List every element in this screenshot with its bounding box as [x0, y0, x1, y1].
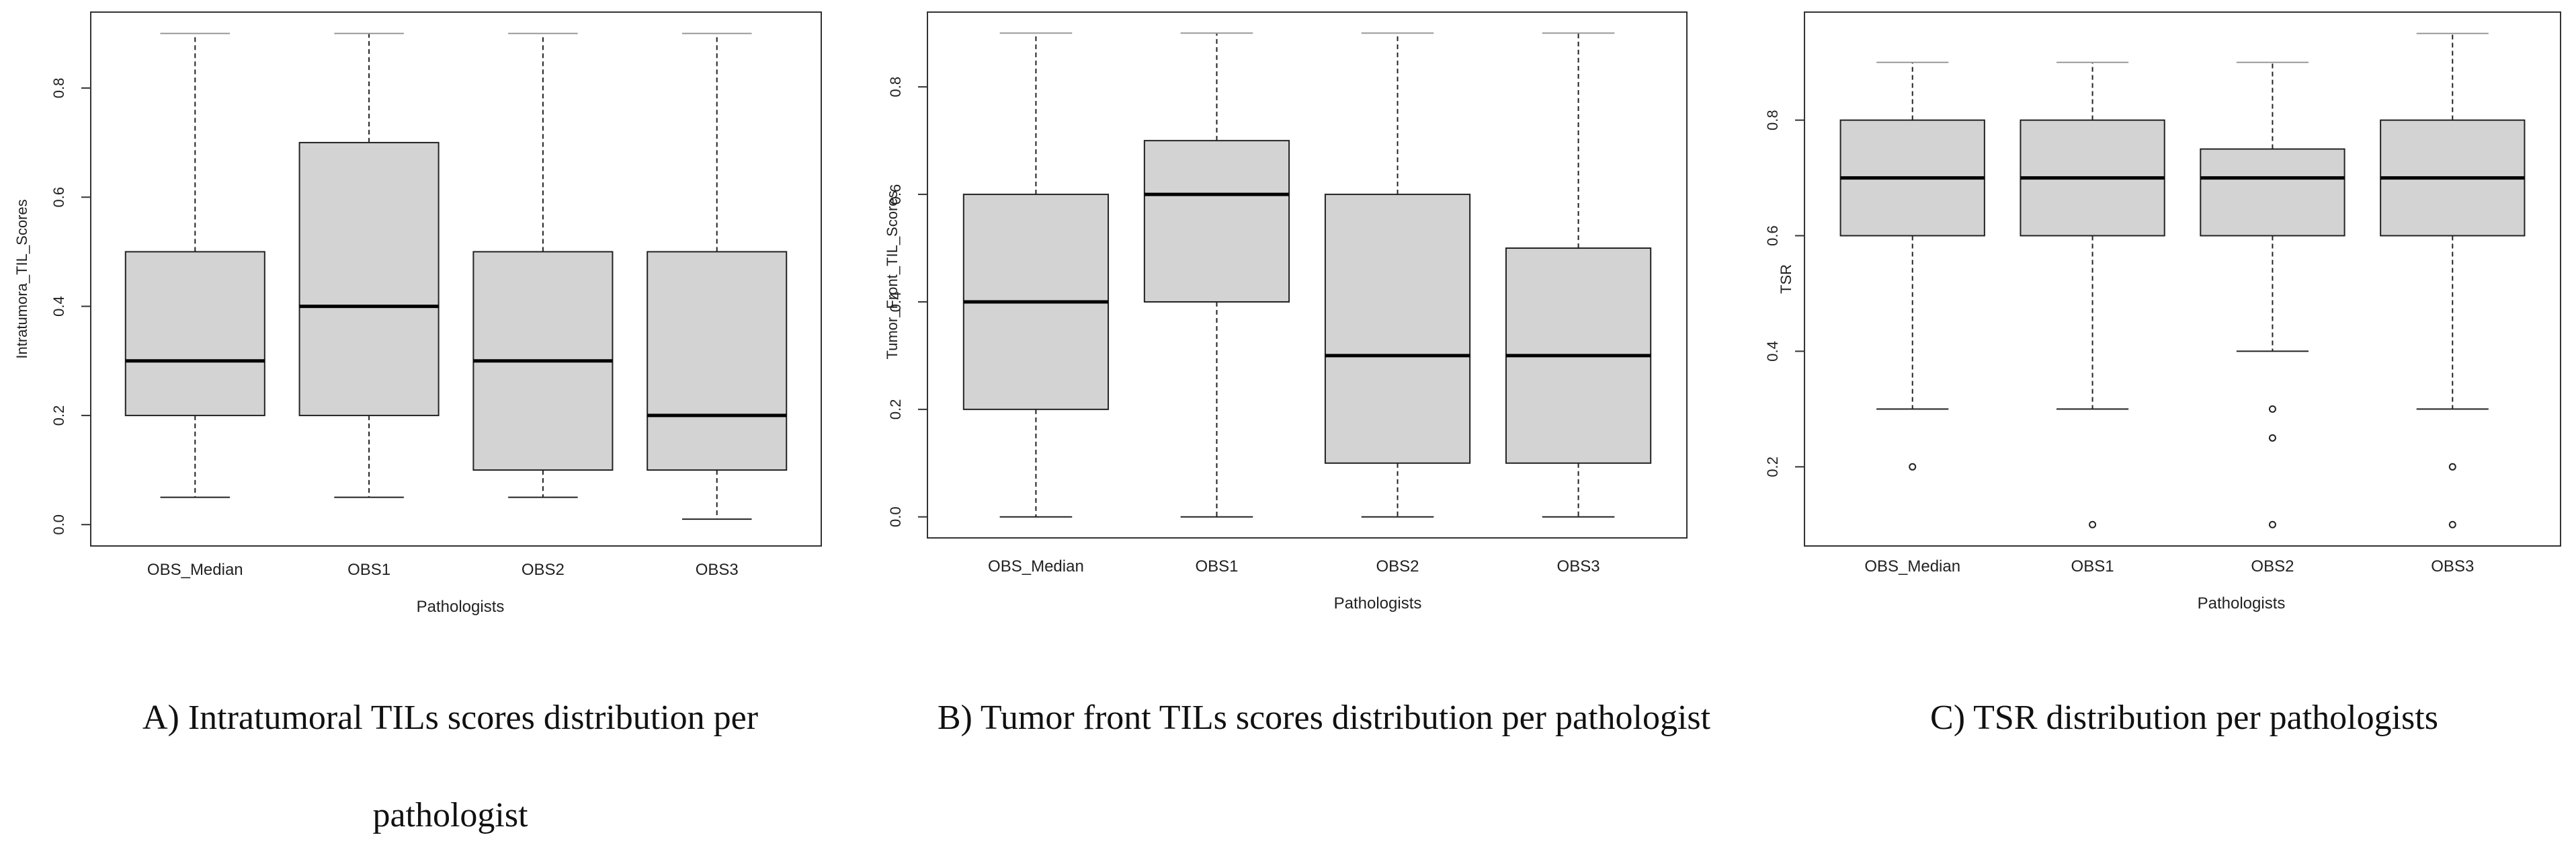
outlier-point	[2268, 434, 2276, 442]
y-tick-label: 0.6	[50, 187, 67, 208]
box-obs1: OBS1	[1143, 32, 1290, 576]
y-axis-label: Tumor_Front_TIL_Scores	[884, 190, 901, 359]
x-axis-label: Pathologists	[2198, 594, 2286, 613]
caption-panel-c-line-1: C) TSR distribution per pathologists	[1930, 699, 2438, 737]
y-tick-label: 0.4	[50, 296, 67, 317]
box-obs-median: OBS_Median	[962, 32, 1110, 576]
y-tick-label: 0.2	[1764, 457, 1781, 477]
y-tick-label: 0.4	[1764, 341, 1781, 362]
box-obs2: OBS2	[472, 32, 614, 579]
y-tick-label: 0.6	[1764, 225, 1781, 246]
box-obs2: OBS2	[1324, 32, 1471, 576]
caption-panel-b: B) Tumor front TILs scores distribution …	[860, 669, 1788, 767]
x-tick-label: OBS_Median	[988, 557, 1084, 576]
y-tick-label: 0.0	[50, 514, 67, 535]
box-obs3: OBS3	[647, 32, 788, 579]
box-obs-median: OBS_Median	[124, 32, 265, 579]
caption-panel-c: C) TSR distribution per pathologists	[1815, 669, 2554, 767]
x-tick-label: OBS3	[1557, 557, 1600, 576]
outlier-point	[2448, 520, 2456, 528]
plot-frame	[927, 11, 1688, 539]
x-tick-label: OBS2	[2251, 557, 2294, 576]
y-tick-label: 0.8	[50, 78, 67, 99]
x-tick-label: OBS_Median	[1864, 557, 1960, 576]
y-tick-label: 0.4	[887, 292, 904, 313]
box-plot-panel-2: 0.2 0.4 0.6 0.8 TSR Pathologists OBS_Median OBS…	[1764, 11, 2561, 613]
box-obs3: OBS3	[2380, 32, 2526, 576]
caption-panel-a: A) Intratumoral TILs scores distribution…	[40, 669, 860, 864]
y-axis-label: TSR	[1778, 264, 1794, 294]
iqr-box	[1143, 140, 1290, 303]
box-obs2: OBS2	[2200, 61, 2345, 576]
y-tick-label: 0.2	[887, 399, 904, 420]
iqr-box	[2200, 148, 2345, 237]
caption-panel-a-line-2: pathologist	[372, 796, 528, 834]
x-tick-label: OBS2	[1376, 557, 1419, 576]
x-tick-label: OBS3	[2431, 557, 2474, 576]
caption-panel-a-line-1: A) Intratumoral TILs scores distribution…	[142, 699, 759, 737]
x-axis-label: Pathologists	[1334, 594, 1422, 613]
iqr-box	[298, 142, 440, 416]
outlier-point	[1909, 463, 1917, 471]
box-plot-panel-0: 0.0 0.2 0.4 0.6 0.8 Intratumora_TIL_Scores Pat…	[13, 11, 822, 616]
outlier-point	[2268, 520, 2276, 528]
x-tick-label: OBS1	[2071, 557, 2114, 576]
plot-frame	[90, 11, 822, 547]
outlier-point	[2089, 520, 2097, 528]
iqr-box	[1324, 194, 1471, 464]
x-tick-label: OBS1	[1195, 557, 1238, 576]
y-tick-label: 0.6	[887, 184, 904, 205]
y-tick-label: 0.8	[887, 77, 904, 97]
x-tick-label: OBS1	[347, 561, 390, 579]
y-tick-label: 0.0	[887, 506, 904, 527]
x-tick-label: OBS2	[522, 561, 565, 579]
outlier-point	[2268, 405, 2276, 413]
outlier-point	[2448, 463, 2456, 471]
x-axis-label: Pathologists	[417, 598, 505, 616]
y-axis-label: Intratumora_TIL_Scores	[13, 199, 30, 358]
plot-frame	[1804, 11, 2561, 547]
box-obs1: OBS1	[298, 32, 440, 579]
box-obs1: OBS1	[2020, 61, 2165, 576]
box-obs-median: OBS_Median	[1839, 61, 1985, 576]
iqr-box	[124, 251, 265, 416]
box-plot-panel-1: 0.0 0.2 0.4 0.6 0.8 Tumor_Front_TIL_Scores Pat…	[884, 11, 1688, 613]
iqr-box	[647, 251, 788, 471]
box-obs3: OBS3	[1505, 32, 1652, 576]
caption-panel-b-line-1: B) Tumor front TILs scores distribution …	[937, 699, 1711, 737]
x-tick-label: OBS3	[696, 561, 739, 579]
y-tick-label: 0.2	[50, 405, 67, 426]
y-tick-label: 0.8	[1764, 110, 1781, 130]
x-tick-label: OBS_Median	[147, 561, 243, 579]
